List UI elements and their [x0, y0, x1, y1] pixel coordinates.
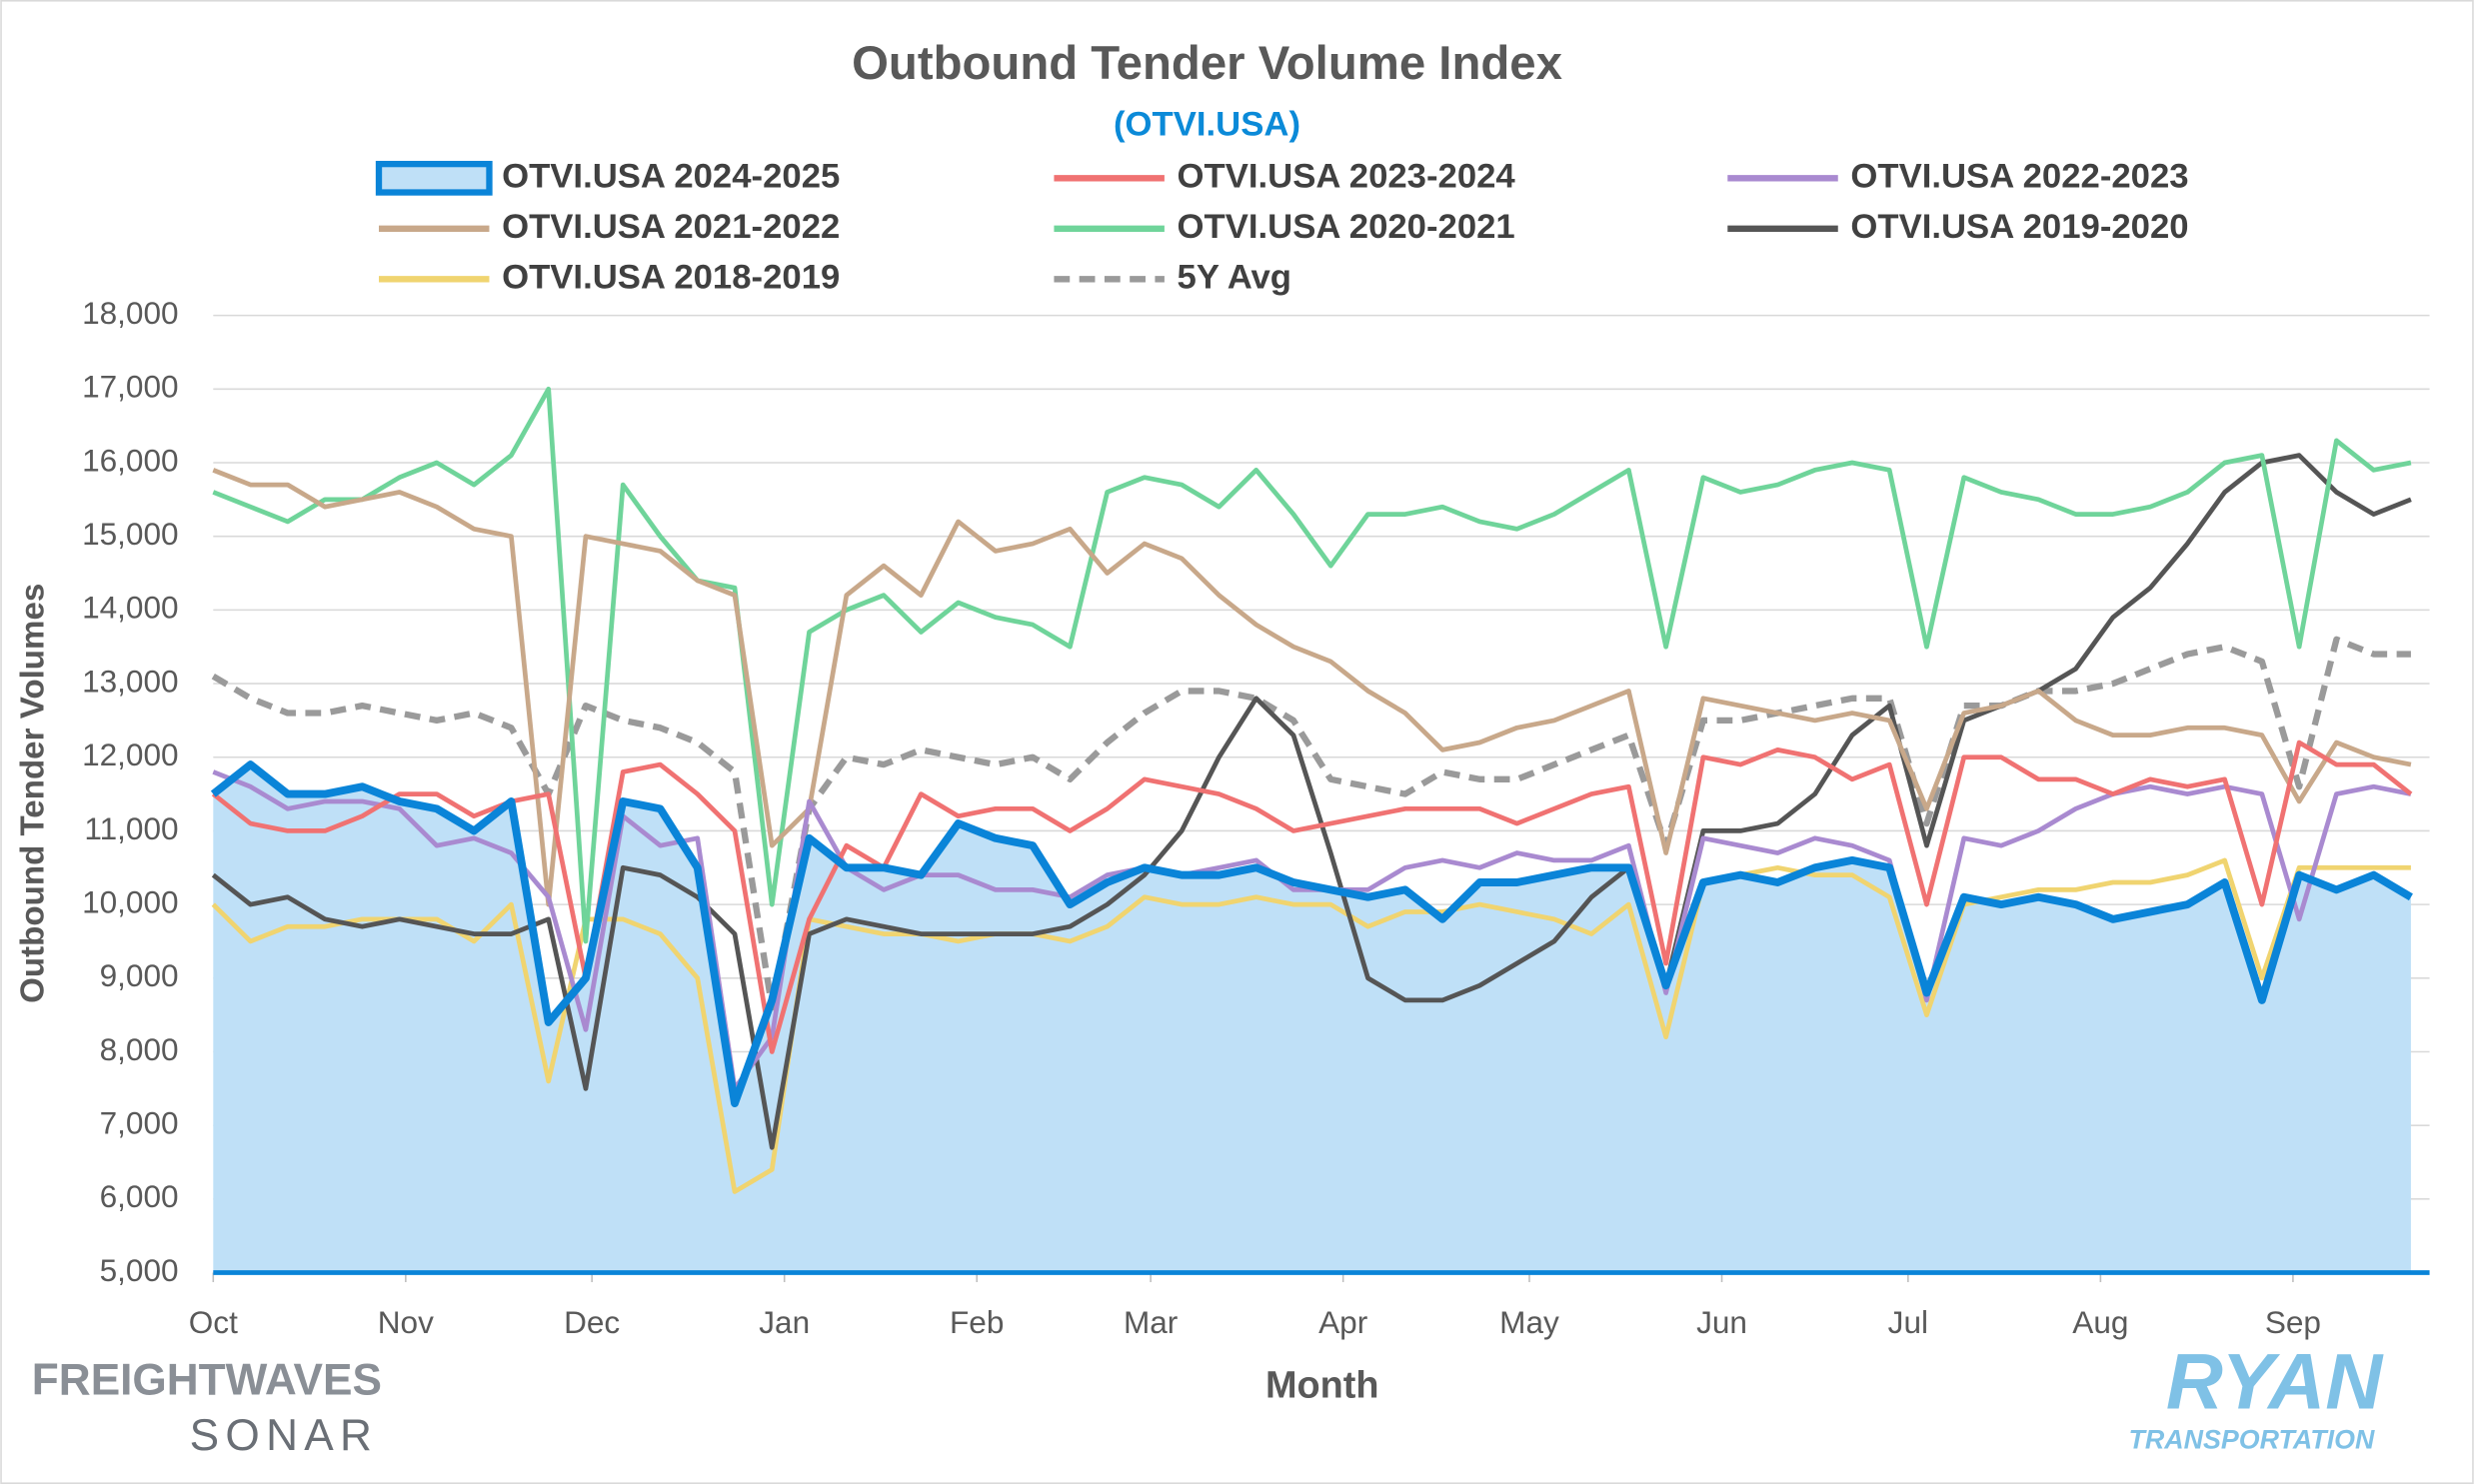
x-tick-label: Apr	[1318, 1304, 1367, 1340]
x-tick-label: Jul	[1888, 1304, 1928, 1340]
x-tick-label: Aug	[2072, 1304, 2128, 1340]
y-tick-label: 14,000	[82, 590, 179, 626]
legend-label: OTVI.USA 2022-2023	[1850, 157, 2188, 195]
legend-label: OTVI.USA 2018-2019	[502, 258, 840, 296]
legend-label: OTVI.USA 2021-2022	[502, 208, 840, 246]
chart-title: Outbound Tender Volume Index	[852, 37, 1562, 90]
series-line	[210, 760, 2413, 1108]
y-axis-title: Outbound Tender Volumes	[15, 584, 52, 1003]
x-tick-label: Jan	[759, 1304, 810, 1340]
series-line	[212, 468, 2412, 907]
legend-swatch	[375, 160, 493, 196]
y-tick-label: 6,000	[100, 1178, 179, 1214]
logo-text: RYAN	[2166, 1338, 2384, 1426]
x-tick-label: Nov	[378, 1304, 434, 1340]
legend-label: OTVI.USA 2023-2024	[1178, 157, 1516, 195]
y-tick-label: 18,000	[82, 295, 179, 331]
y-tick-label: 5,000	[100, 1252, 179, 1288]
x-tick-label: May	[1499, 1304, 1559, 1340]
legend-label: 5Y Avg	[1178, 258, 1291, 296]
series-line	[211, 740, 2413, 1054]
logo-text: SONAR	[190, 1411, 379, 1460]
y-tick-label: 9,000	[100, 957, 179, 993]
chart-subtitle: (OTVI.USA)	[1114, 105, 1300, 143]
x-axis-title: Month	[1265, 1365, 1379, 1407]
series-line	[212, 386, 2412, 944]
legend-label: OTVI.USA 2020-2021	[1178, 208, 1515, 246]
y-tick-label: 8,000	[100, 1031, 179, 1067]
y-tick-label: 7,000	[100, 1105, 179, 1141]
x-tick-label: Sep	[2265, 1304, 2321, 1340]
series-line	[211, 453, 2412, 1150]
x-tick-label: Feb	[950, 1304, 1004, 1340]
x-tick-label: Jun	[1696, 1304, 1747, 1340]
series-line	[211, 636, 2411, 1011]
y-tick-label: 10,000	[82, 883, 179, 919]
x-tick-label: Oct	[189, 1304, 238, 1340]
logo-text: TRANSPORTATION	[2129, 1424, 2375, 1454]
logo-text: FREIGHTWAVES	[32, 1356, 382, 1405]
series-area	[213, 764, 2411, 1273]
y-tick-label: 15,000	[82, 516, 179, 552]
y-tick-label: 13,000	[82, 663, 179, 699]
y-tick-label: 16,000	[82, 442, 179, 478]
legend-label: OTVI.USA 2024-2025	[502, 157, 840, 195]
y-tick-label: 17,000	[82, 369, 179, 405]
y-tick-label: 12,000	[82, 737, 179, 772]
x-tick-label: Dec	[564, 1304, 620, 1340]
y-tick-label: 11,000	[84, 810, 178, 846]
x-tick-label: Mar	[1124, 1304, 1178, 1340]
legend-label: OTVI.USA 2019-2020	[1850, 208, 2188, 246]
